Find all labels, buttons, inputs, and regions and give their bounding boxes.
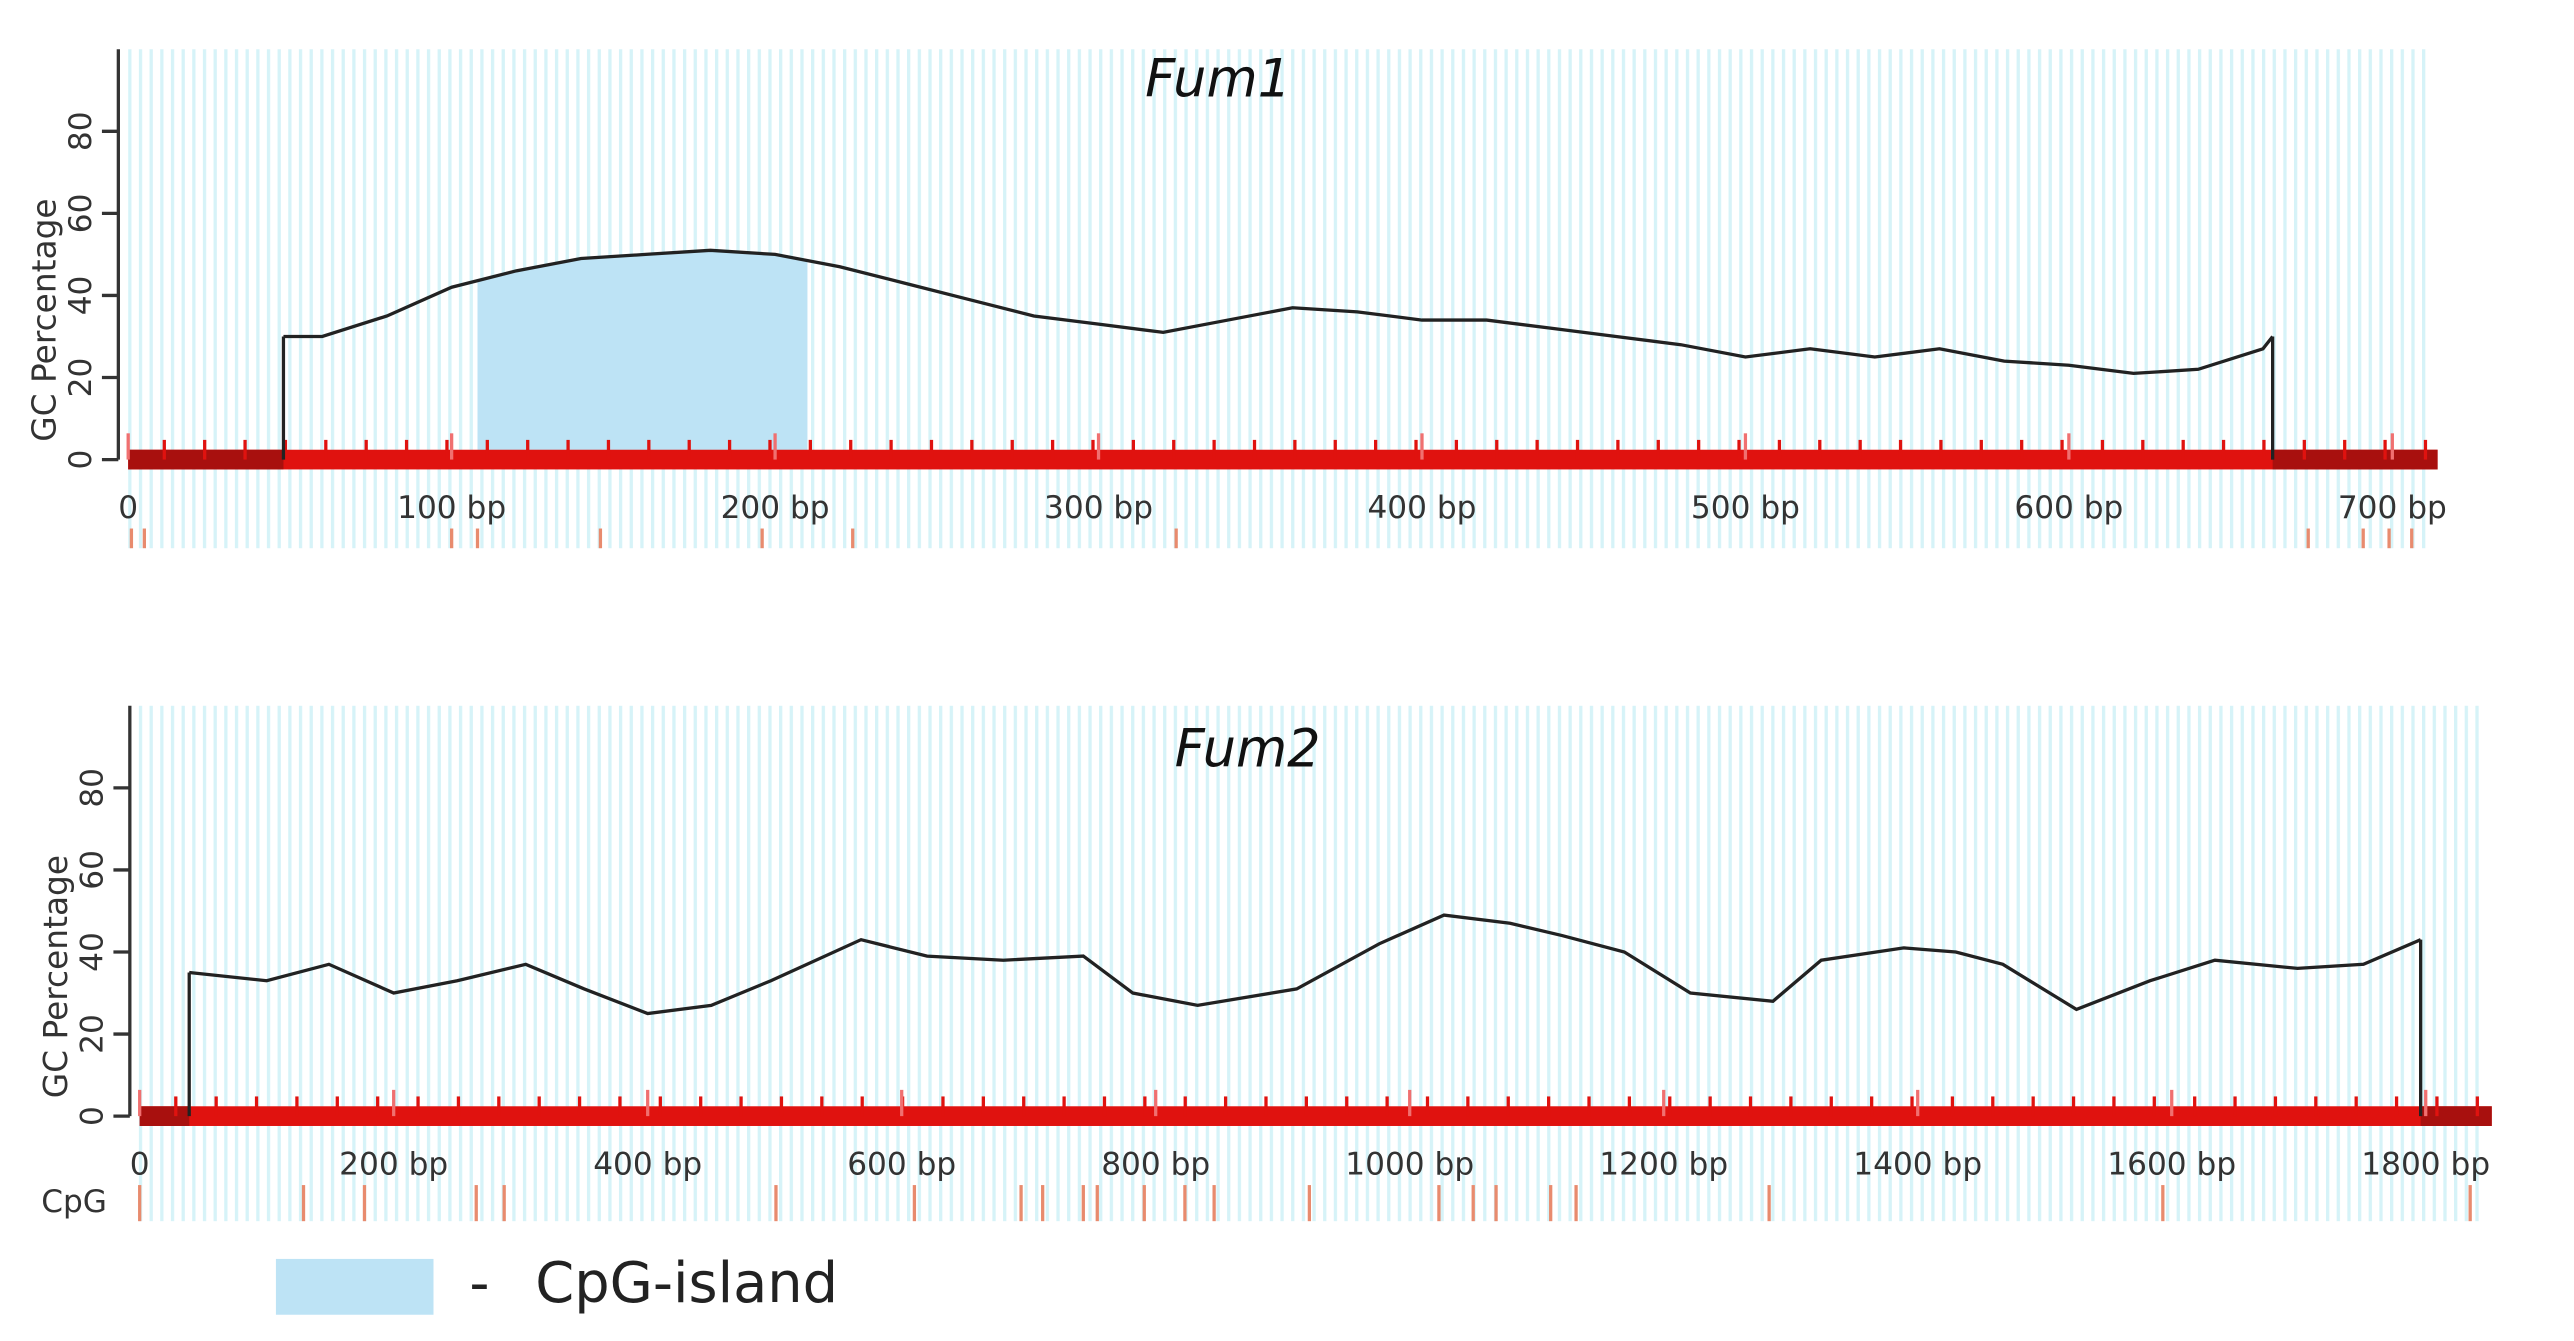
chart-title: Fum2 (1175, 718, 1321, 779)
y-tick-label: 40 (75, 932, 111, 972)
x-tick-label: 400 bp (593, 1146, 702, 1182)
y-tick-label: 0 (63, 450, 99, 470)
y-tick-label: 40 (63, 276, 99, 316)
x-tick-label: 300 bp (1044, 490, 1153, 526)
y-tick-label: 20 (75, 1014, 111, 1054)
y-tick-label: 80 (63, 111, 99, 151)
y-tick-label: 20 (63, 358, 99, 398)
x-tick-label: 500 bp (1691, 490, 1800, 526)
y-tick-label: 60 (75, 850, 111, 890)
x-tick-label: 100 bp (397, 490, 506, 526)
sequence-bar (139, 1106, 2492, 1126)
y-tick-label: 80 (75, 768, 111, 808)
x-tick-label: 0 (118, 490, 138, 526)
sequence-bar (128, 449, 2438, 470)
y-tick-label: 0 (75, 1106, 111, 1126)
x-tick-label: 1000 bp (1345, 1146, 1474, 1182)
sequence-bar-end (2420, 1106, 2492, 1126)
cpg-island (477, 250, 808, 460)
x-tick-label: 600 bp (847, 1146, 956, 1182)
chart-title: Fum1 (1145, 49, 1291, 110)
x-tick-label: 400 bp (1367, 490, 1476, 526)
legend-swatch (275, 1258, 434, 1315)
x-tick-label: 200 bp (721, 490, 830, 526)
sequence-bar-end (139, 1106, 190, 1126)
y-axis-label: GC Percentage (37, 855, 75, 1098)
x-tick-label: 0 (130, 1146, 150, 1182)
cpg-label: CpG (41, 1184, 107, 1220)
background-stripes (133, 705, 2486, 1222)
x-tick-label: 700 bp (2338, 490, 2447, 526)
x-tick-label: 800 bp (1101, 1146, 1210, 1182)
x-tick-label: 1200 bp (1599, 1146, 1728, 1182)
sequence-bar-end (2272, 449, 2438, 470)
legend-dash: - (469, 1251, 489, 1316)
y-tick-label: 60 (63, 194, 99, 234)
gc-line (283, 248, 2274, 376)
x-tick-label: 600 bp (2014, 490, 2123, 526)
y-axis-label: GC Percentage (26, 198, 64, 441)
x-tick-label: 1800 bp (2361, 1146, 2490, 1182)
background-stripes (121, 49, 2432, 549)
legend-label: CpG-island (535, 1251, 838, 1316)
gc-line (189, 913, 2422, 1016)
x-tick-label: 1400 bp (1853, 1146, 1982, 1182)
x-tick-label: 1600 bp (2107, 1146, 2236, 1182)
x-tick-label: 200 bp (339, 1146, 448, 1182)
